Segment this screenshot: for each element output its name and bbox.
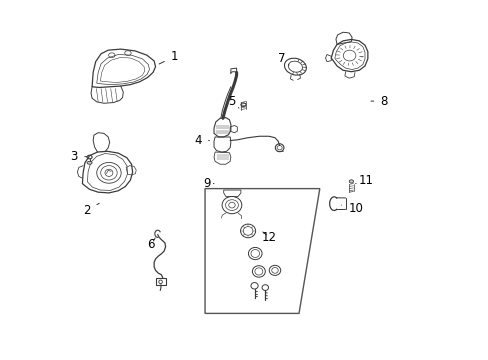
- Text: 12: 12: [262, 231, 277, 244]
- Text: 9: 9: [203, 177, 214, 190]
- Ellipse shape: [87, 161, 92, 164]
- Text: 10: 10: [341, 202, 363, 215]
- Text: 7: 7: [278, 51, 288, 65]
- Text: 1: 1: [159, 50, 178, 64]
- Bar: [156, 278, 165, 285]
- Ellipse shape: [348, 180, 353, 183]
- Text: 5: 5: [228, 95, 239, 108]
- Text: 6: 6: [147, 238, 155, 251]
- Text: 2: 2: [83, 203, 99, 217]
- Text: 11: 11: [355, 174, 373, 186]
- Text: 8: 8: [370, 95, 387, 108]
- Text: 4: 4: [194, 134, 209, 147]
- Text: 3: 3: [70, 150, 86, 163]
